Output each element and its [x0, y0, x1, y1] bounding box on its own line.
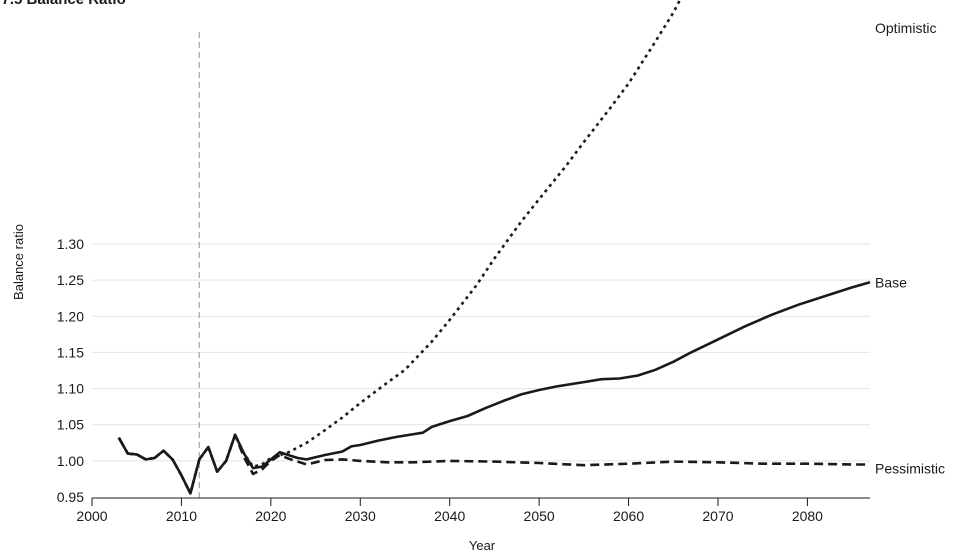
x-axis: 2000 2010 2020 2030 2040 2050 2060 2070 2080	[76, 497, 870, 524]
y-axis-title: Balance ratio	[11, 224, 26, 300]
x-tick-label: 2060	[613, 508, 644, 524]
x-tick-label: 2030	[345, 508, 376, 524]
y-tick-label: 1.20	[57, 308, 84, 324]
x-tick-label: 2050	[524, 508, 555, 524]
y-tick-label: 1.15	[57, 344, 84, 360]
series-label-optimistic: Optimistic	[875, 20, 936, 36]
x-tick-label: 2040	[434, 508, 465, 524]
chart-title: ure 7.5 Balance Ratio	[0, 0, 126, 8]
y-tick-label: 1.10	[57, 381, 84, 397]
y-tick-label: 1.00	[57, 453, 84, 469]
series-line-pessimistic	[117, 433, 870, 495]
series-labels: Optimistic Base Pessimistic	[875, 20, 945, 476]
series-label-base: Base	[875, 274, 907, 290]
series-line-optimistic	[117, 0, 682, 495]
x-axis-title: Year	[469, 538, 496, 552]
x-tick-label: 2000	[76, 508, 107, 524]
x-tick-label: 2070	[702, 508, 733, 524]
y-tick-label: 0.95	[57, 489, 84, 505]
grid-lines	[92, 243, 870, 462]
y-axis: 0.95 1.00 1.05 1.10 1.15 1.20 1.25 1.30	[57, 236, 84, 505]
series-lines	[117, 0, 871, 495]
series-label-pessimistic: Pessimistic	[875, 460, 945, 476]
y-tick-label: 1.05	[57, 417, 84, 433]
y-tick-label: 1.25	[57, 272, 84, 288]
x-tick-label: 2020	[255, 508, 286, 524]
y-tick-label: 1.30	[57, 236, 84, 252]
x-tick-label: 2080	[792, 508, 823, 524]
x-tick-label: 2010	[166, 508, 197, 524]
